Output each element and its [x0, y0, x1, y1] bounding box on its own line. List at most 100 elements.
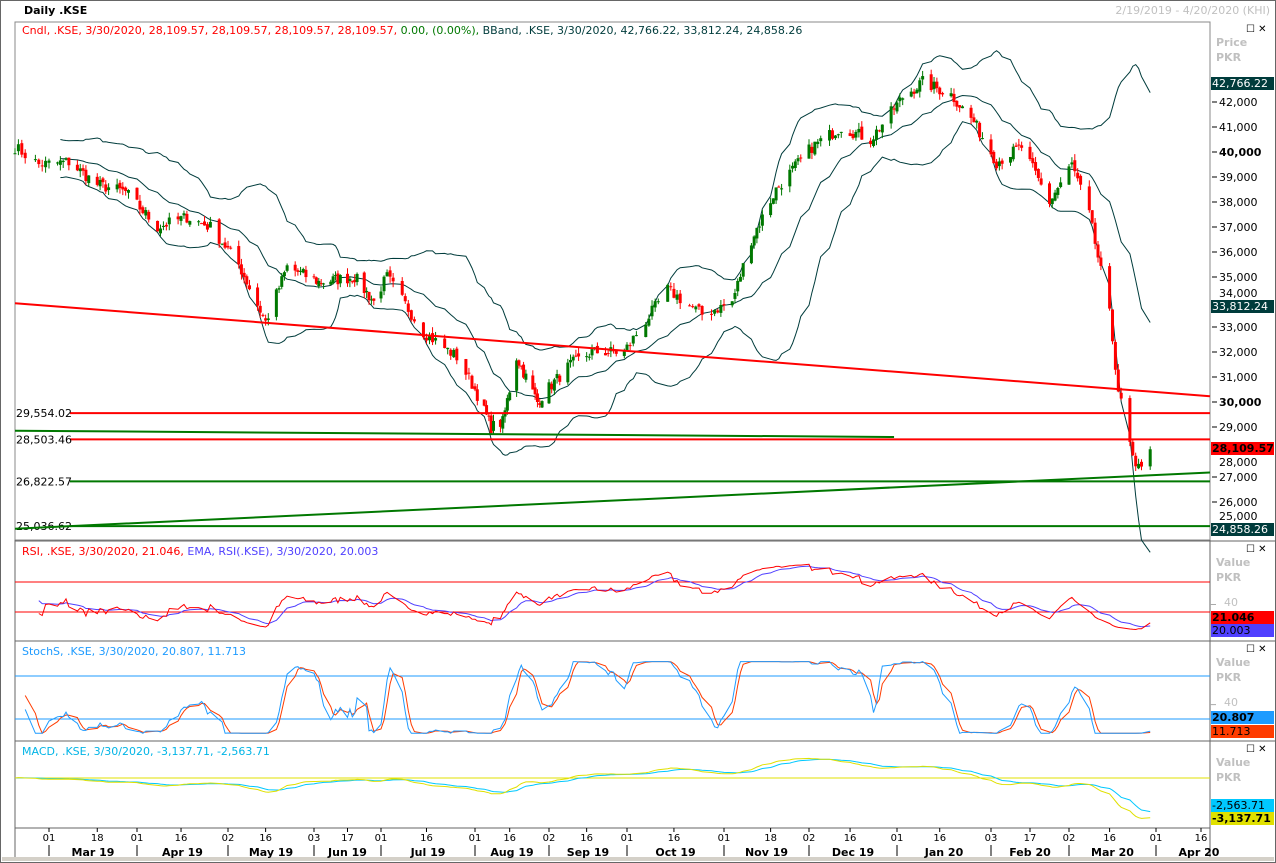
candle-body [58, 160, 62, 165]
month-label: Jul 19 [410, 846, 446, 859]
candle-body [769, 203, 773, 216]
candle-body [558, 375, 562, 382]
candle-body [952, 93, 956, 103]
candle-body [828, 130, 832, 141]
candle-body [322, 283, 326, 285]
candle-body [1011, 146, 1015, 160]
rsi-line [38, 563, 1151, 631]
rsi-tick-40: 40 [1224, 596, 1238, 609]
maximize-close-rsi-panel[interactable]: ☐ ✕ [1246, 544, 1267, 555]
candle-body [848, 133, 852, 136]
candle-body [348, 278, 352, 281]
rsi-legend: RSI, .KSE, 3/30/2020, 21.046, EMA, RSI(.… [22, 545, 378, 558]
candle-body [975, 120, 979, 123]
candle-body [791, 165, 795, 169]
candle-body [932, 81, 936, 90]
candle-body [577, 353, 581, 357]
candle-body [678, 293, 682, 304]
candle-body [353, 279, 357, 283]
maximize-close-price-panel[interactable]: ☐ ✕ [1246, 24, 1267, 35]
candle-body [995, 161, 999, 169]
candle-body [203, 221, 207, 226]
candle-body [264, 318, 268, 321]
macd-axis-title: Value [1216, 756, 1251, 769]
candle-body [819, 138, 823, 142]
time-tick-label: 18 [764, 833, 777, 844]
bb-upper-badge: 42,766.22 [1211, 77, 1274, 90]
price-tick-label: 26,000 [1219, 496, 1258, 509]
candle-body [449, 349, 453, 356]
candle-body [84, 169, 88, 182]
price-tick-label: 38,000 [1219, 196, 1258, 209]
candle-body [552, 379, 556, 391]
candle-body [777, 186, 781, 188]
candle-body [969, 107, 973, 118]
candle-body [355, 273, 359, 283]
candle-body [788, 169, 792, 187]
time-tick-label: 01 [469, 833, 482, 844]
candle-body [367, 291, 371, 301]
rsi-ema-line [38, 565, 1151, 628]
candle-body [312, 276, 316, 278]
time-tick-label: 16 [503, 833, 516, 844]
price-tick-label: 42,000 [1219, 96, 1258, 109]
candle-body [1017, 144, 1021, 146]
rsi-ema-badge: 20.003 [1211, 624, 1274, 637]
month-label: Jan 20 [924, 846, 964, 859]
stoch-axis-unit: PKR [1216, 671, 1242, 684]
macd-signal-line [14, 758, 1151, 813]
candle-body [901, 98, 905, 100]
time-tick-label: 16 [844, 833, 857, 844]
candle-body [1116, 369, 1120, 392]
candle-body [1113, 342, 1117, 370]
candle-body [179, 216, 183, 221]
candle-body [935, 81, 939, 89]
candle-body [1031, 158, 1035, 164]
candle-body [1009, 156, 1012, 163]
candle-body [656, 301, 660, 303]
maximize-close-stoch-panel[interactable]: ☐ ✕ [1246, 644, 1267, 655]
candle-body [1070, 162, 1074, 165]
month-label: May 19 [249, 846, 293, 859]
candle-body [644, 324, 648, 338]
candle-body [388, 270, 392, 277]
candle-body [538, 403, 542, 405]
candle-body [535, 393, 539, 403]
candle-body [242, 272, 246, 278]
bband-upper-line [60, 50, 1151, 351]
candle-body [87, 175, 91, 184]
candle-body [329, 281, 333, 285]
candle-body [226, 245, 230, 248]
candle-body [47, 160, 51, 163]
candle-body [317, 280, 321, 287]
candle-body [961, 106, 965, 109]
stoch-d-line [24, 661, 1151, 735]
bb-lower-badge: 24,858.26 [1211, 523, 1274, 536]
maximize-close-macd-panel[interactable]: ☐ ✕ [1246, 744, 1267, 755]
rsi-axis-title: Value [1216, 556, 1251, 569]
candle-body [505, 398, 509, 411]
candle-body [107, 187, 111, 191]
month-label: Mar 19 [72, 846, 115, 859]
price-legend: Cndl, .KSE, 3/30/2020, 28,109.57, 28,109… [22, 24, 802, 37]
candle-body [237, 246, 241, 265]
candle-body [540, 401, 544, 408]
price-tick-label: 25,000 [1219, 510, 1258, 523]
candle-body [860, 126, 864, 140]
candle-body [833, 135, 837, 139]
candle-body [266, 318, 270, 320]
candle-body [666, 284, 670, 302]
candle-body [1111, 309, 1114, 342]
candle-body [793, 161, 797, 169]
candle-body [810, 146, 814, 153]
candle-body [989, 139, 993, 155]
price-tick-label: 40,000 [1219, 146, 1262, 159]
candle-body [489, 415, 493, 433]
stoch-k-badge: 20.807 [1211, 711, 1274, 724]
candle-body [958, 105, 962, 108]
candle-body [733, 292, 737, 299]
date-range: 2/19/2019 - 4/20/2020 (KHI) [1115, 4, 1270, 17]
candle-body [185, 213, 189, 223]
candle-body [261, 314, 265, 316]
